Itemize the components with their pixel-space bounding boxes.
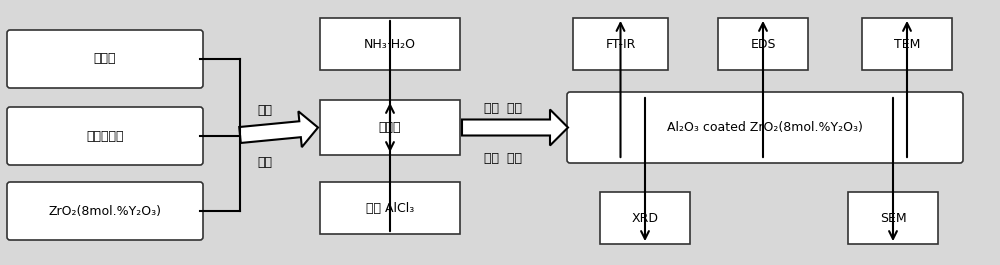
Text: 搔拌: 搔拌	[258, 104, 272, 117]
Text: 抄滤  洗涤: 抄滤 洗涤	[484, 152, 522, 165]
Text: EDS: EDS	[750, 38, 776, 51]
Text: 无水 AlCl₃: 无水 AlCl₃	[366, 201, 414, 214]
Polygon shape	[462, 109, 568, 145]
Text: 硅烷偶联剂: 硅烷偶联剂	[86, 130, 124, 143]
Bar	[320, 182, 460, 234]
Bar	[600, 192, 690, 244]
FancyBboxPatch shape	[7, 30, 203, 88]
Text: TEM: TEM	[894, 38, 920, 51]
Text: FT-IR: FT-IR	[605, 38, 636, 51]
FancyBboxPatch shape	[7, 182, 203, 240]
FancyBboxPatch shape	[567, 92, 963, 163]
FancyBboxPatch shape	[7, 107, 203, 165]
Text: XRD: XRD	[632, 211, 658, 224]
Text: 混合液: 混合液	[379, 121, 401, 134]
Bar	[718, 18, 808, 70]
Bar	[320, 18, 460, 70]
Text: NH₃·H₂O: NH₃·H₂O	[364, 38, 416, 51]
Text: 超声: 超声	[258, 156, 272, 169]
Text: ZrO₂(8mol.%Y₂O₃): ZrO₂(8mol.%Y₂O₃)	[48, 205, 162, 218]
Text: 分散剂: 分散剂	[94, 52, 116, 65]
Bar	[862, 18, 952, 70]
Bar	[848, 192, 938, 244]
Bar	[573, 18, 668, 70]
Text: Al₂O₃ coated ZrO₂(8mol.%Y₂O₃): Al₂O₃ coated ZrO₂(8mol.%Y₂O₃)	[667, 121, 863, 134]
Text: 干燥  锋烧: 干燥 锋烧	[484, 101, 522, 114]
Polygon shape	[239, 111, 318, 147]
Text: SEM: SEM	[880, 211, 906, 224]
Bar	[320, 100, 460, 155]
